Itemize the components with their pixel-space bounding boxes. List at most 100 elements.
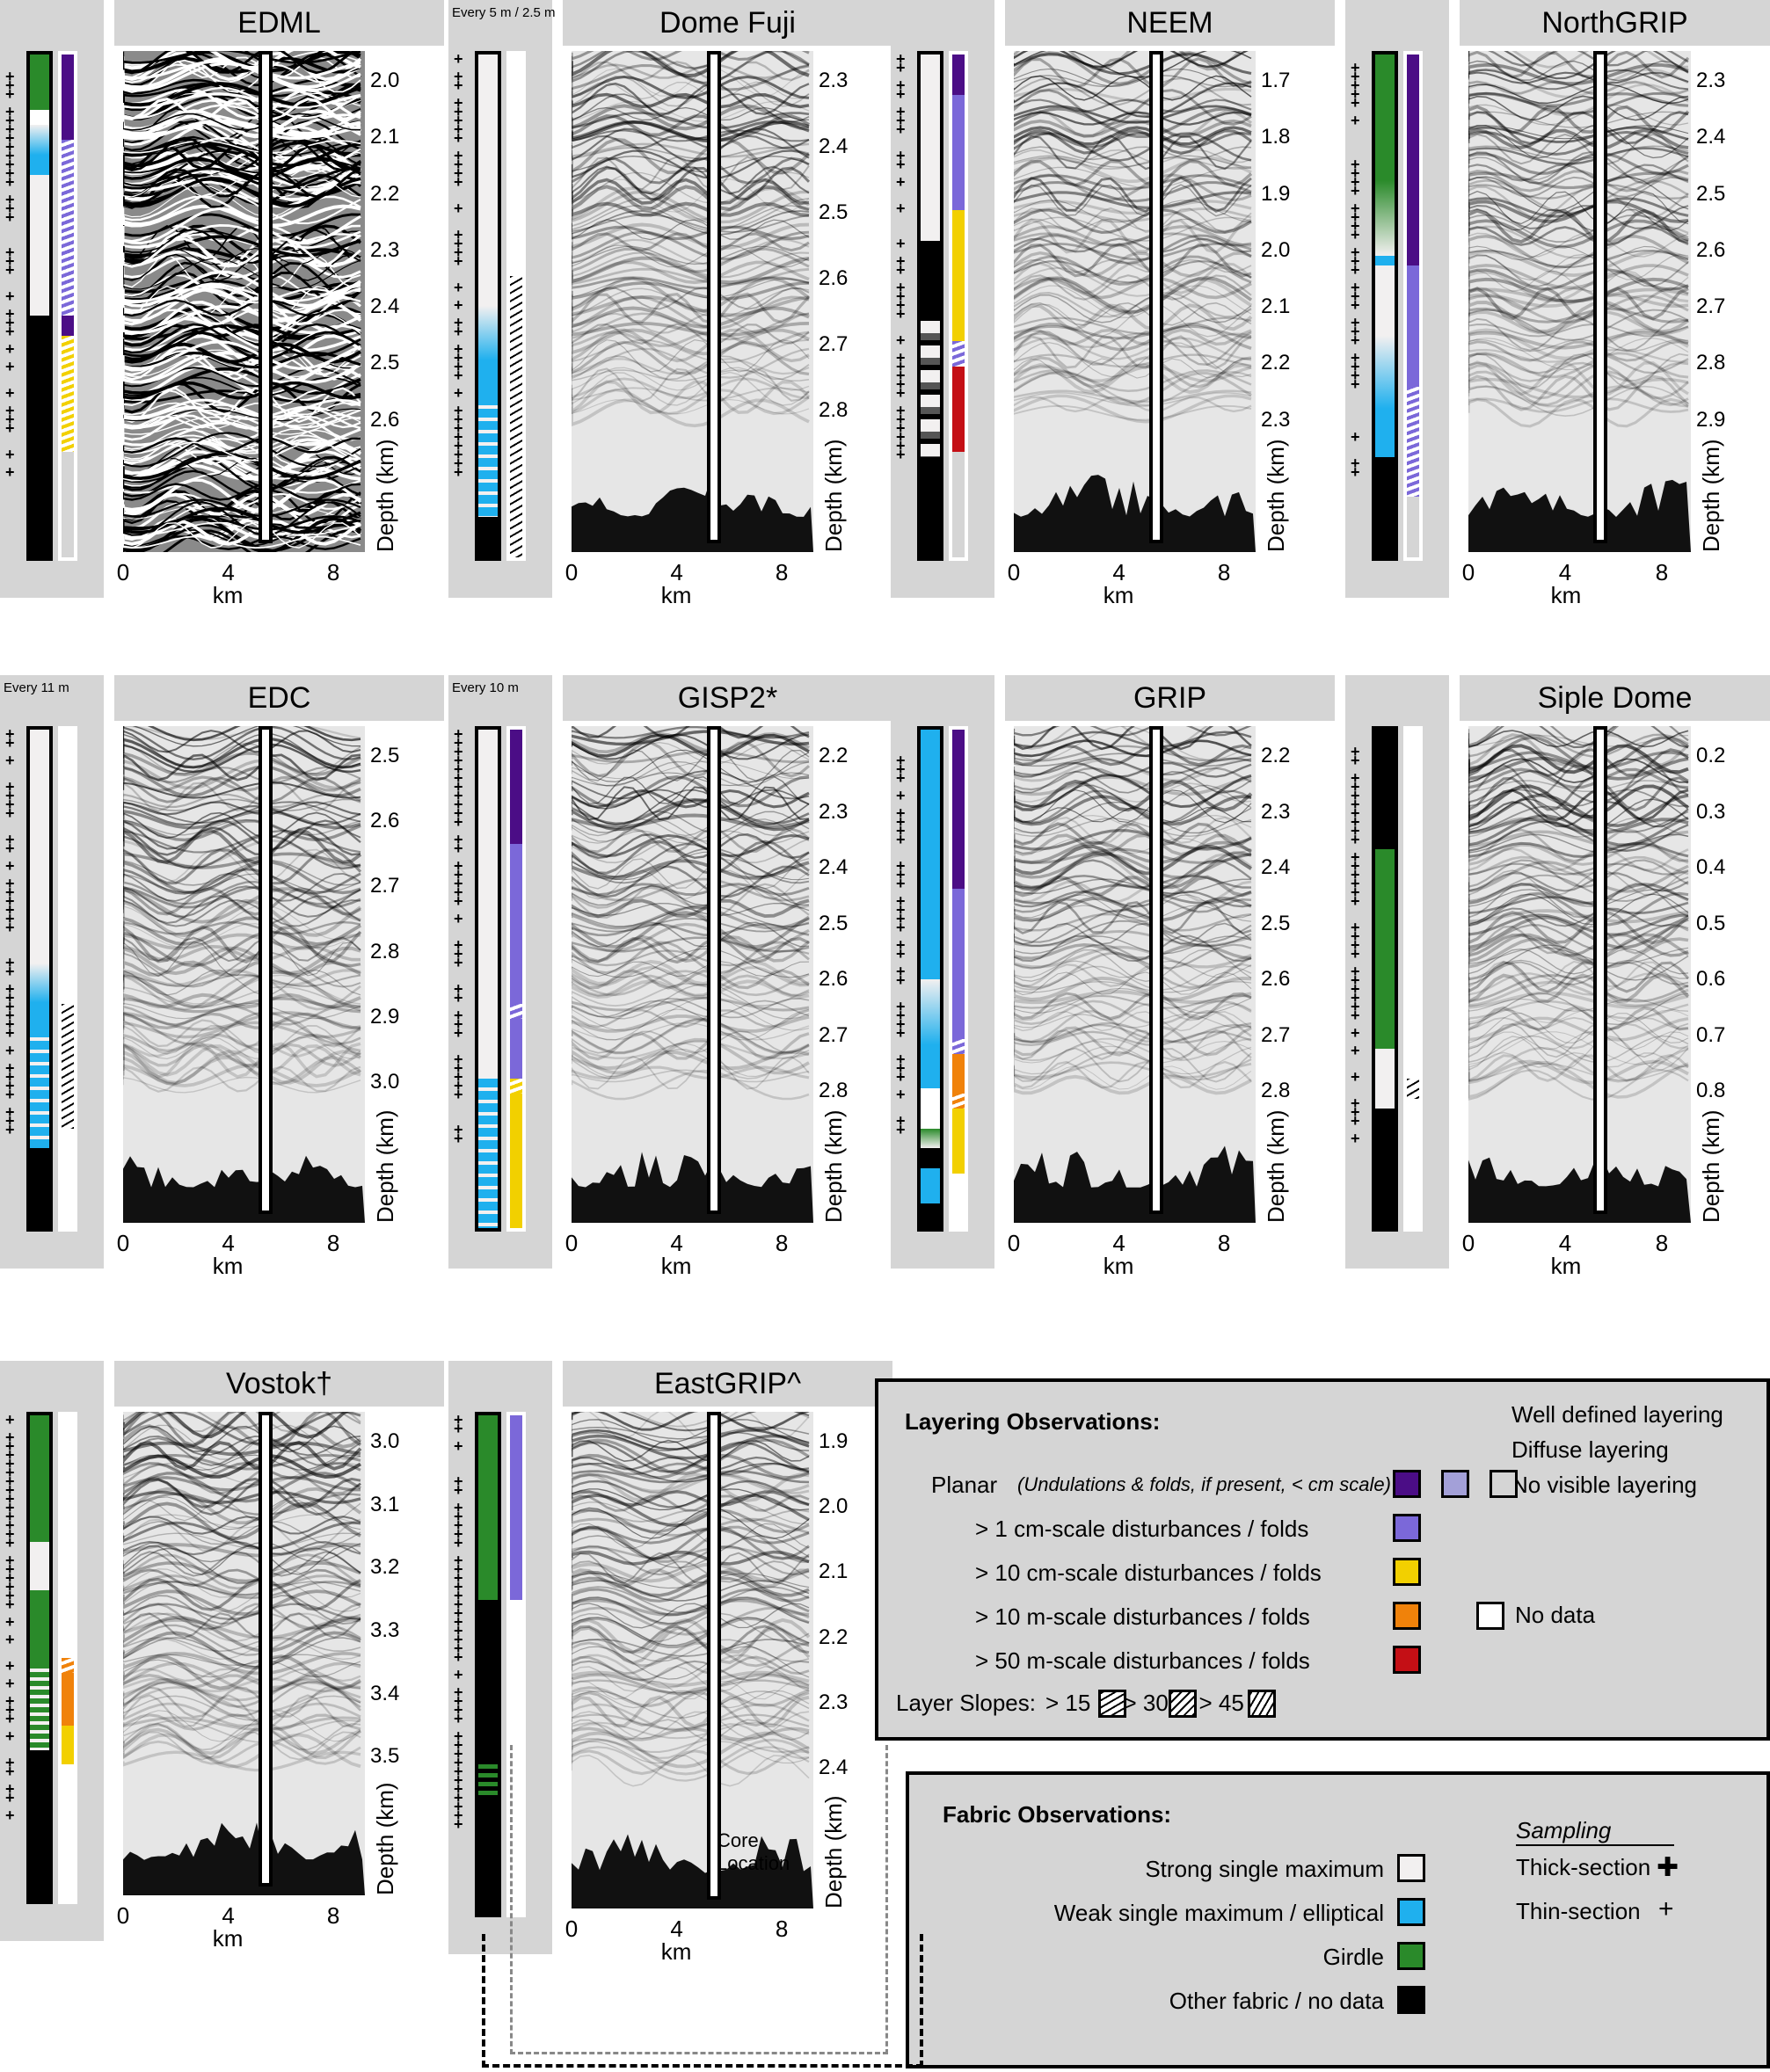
radar-layer-line [572, 197, 810, 229]
radar-layer-line [123, 960, 361, 978]
radar-layer-line [1014, 322, 1252, 352]
radar-layer-line [572, 1567, 810, 1589]
radar-layer-line [1468, 991, 1689, 1009]
layering-column [1403, 726, 1423, 1232]
radar-layer-line [572, 949, 810, 967]
radar-layer-line [572, 178, 810, 213]
radar-layer-line [572, 129, 810, 142]
radar-layer-line [572, 1479, 810, 1509]
radar-layer-line [123, 1654, 362, 1690]
radar-layer-line [572, 1507, 810, 1539]
radar-layer-line [1014, 779, 1253, 812]
radar-layer-line [1014, 191, 1252, 209]
layering-segment [1407, 497, 1419, 557]
radar-layer-line [572, 190, 810, 224]
radar-layer-line [1014, 342, 1252, 378]
radar-layer-line [1468, 893, 1689, 926]
radar-layer-line [572, 997, 810, 1031]
radar-layer-line [123, 1618, 361, 1640]
radar-layer-line [123, 415, 361, 429]
radar-layer-line [123, 887, 361, 924]
radar-layer-line [1468, 197, 1689, 218]
radar-layer-line [1014, 207, 1252, 222]
radar-layer-line [572, 1646, 810, 1680]
radar-layer-line [1468, 104, 1689, 126]
panel-title-bar [114, 1361, 444, 1407]
radar-layer-line [1014, 905, 1252, 922]
radar-layer-line [572, 799, 810, 832]
radar-layer-line [1468, 814, 1689, 847]
layering-segment [1407, 386, 1419, 498]
radar-layer-line [572, 1037, 810, 1075]
radar-layer-line [572, 789, 810, 809]
radar-layer-line [123, 1603, 361, 1631]
legend-row-label: > 10 cm-scale disturbances / folds [975, 1559, 1322, 1586]
layering-segment [510, 730, 522, 845]
radar-layer-line [1014, 1026, 1252, 1057]
radar-layer-line [123, 1589, 361, 1616]
radar-layer-line [123, 287, 361, 304]
radar-layer-line [123, 1424, 362, 1449]
radar-layer-line [123, 107, 361, 141]
radar-layer-line [123, 414, 361, 441]
radar-layer-line [1468, 68, 1689, 98]
radar-layer-line [572, 917, 810, 933]
depth-tick-label: 1.7 [1261, 69, 1291, 92]
radar-layer-line [1014, 761, 1252, 778]
depth-tick-label: 2.5 [819, 911, 849, 935]
radar-layer-line [1468, 998, 1689, 1012]
radar-layer-line [1014, 801, 1252, 834]
radar-layer-line [123, 1716, 361, 1732]
radar-layer-line [1468, 208, 1689, 231]
radar-layer-line [572, 306, 810, 329]
radar-layer-line [123, 969, 361, 987]
layering-legend: Layering Observations: Well defined layer… [875, 1378, 1770, 1741]
radar-layer-line [123, 88, 361, 120]
legend-row-swatch [1397, 1986, 1425, 2014]
radar-layer-line [1468, 309, 1689, 341]
radar-layer-line [1014, 166, 1252, 189]
depth-tick-label: 2.3 [819, 1690, 849, 1714]
radar-layer-line [572, 260, 810, 285]
radar-layer-line [123, 1424, 361, 1460]
radar-layer-line [1014, 89, 1252, 126]
radar-layer-line [572, 1641, 810, 1668]
radar-layer-line [1468, 184, 1689, 200]
radar-layer-line [572, 165, 810, 195]
radargram-image [123, 1412, 365, 1895]
radar-layer-line [572, 1525, 810, 1560]
radar-layer-line [572, 92, 810, 109]
legend-planar-note: (Undulations & folds, if present, < cm s… [1017, 1473, 1391, 1495]
radar-layer-line [1468, 818, 1689, 835]
radar-layer-line [123, 387, 361, 424]
depth-tick-label: 0.6 [1696, 967, 1726, 992]
radar-layer-line [572, 865, 810, 898]
core-location-marker [1592, 51, 1607, 543]
radar-layer-line [572, 1612, 810, 1643]
radar-layer-line [1014, 875, 1252, 890]
radar-layer-line [1014, 75, 1252, 101]
fabric-segment [30, 730, 49, 964]
radar-layer-line [123, 1612, 361, 1639]
fabric-column [917, 51, 943, 561]
depth-tick-label: 2.2 [370, 181, 400, 206]
layering-segment [62, 1003, 74, 1129]
depth-tick-label: 2.6 [819, 266, 849, 290]
radar-layer-line [123, 1018, 361, 1048]
radar-layer-line [572, 251, 810, 279]
radar-layer-line [1468, 764, 1689, 796]
radar-layer-line [123, 438, 361, 475]
panel-title: GISP2* [677, 681, 778, 715]
x-tick-label: 4 [222, 559, 235, 585]
radar-layer-line [1014, 789, 1252, 824]
radar-layer-line [572, 1603, 810, 1629]
x-axis-label: km [1550, 1253, 1582, 1279]
layering-segment [1407, 1098, 1419, 1228]
radar-layer-line [1468, 245, 1689, 261]
radar-layer-line [1468, 361, 1689, 382]
layering-segment [952, 55, 965, 95]
radar-layer-line [1468, 226, 1689, 246]
radar-layer-line [572, 1746, 810, 1782]
radar-layer-line [1468, 156, 1689, 181]
radar-layer-line [1014, 232, 1252, 247]
